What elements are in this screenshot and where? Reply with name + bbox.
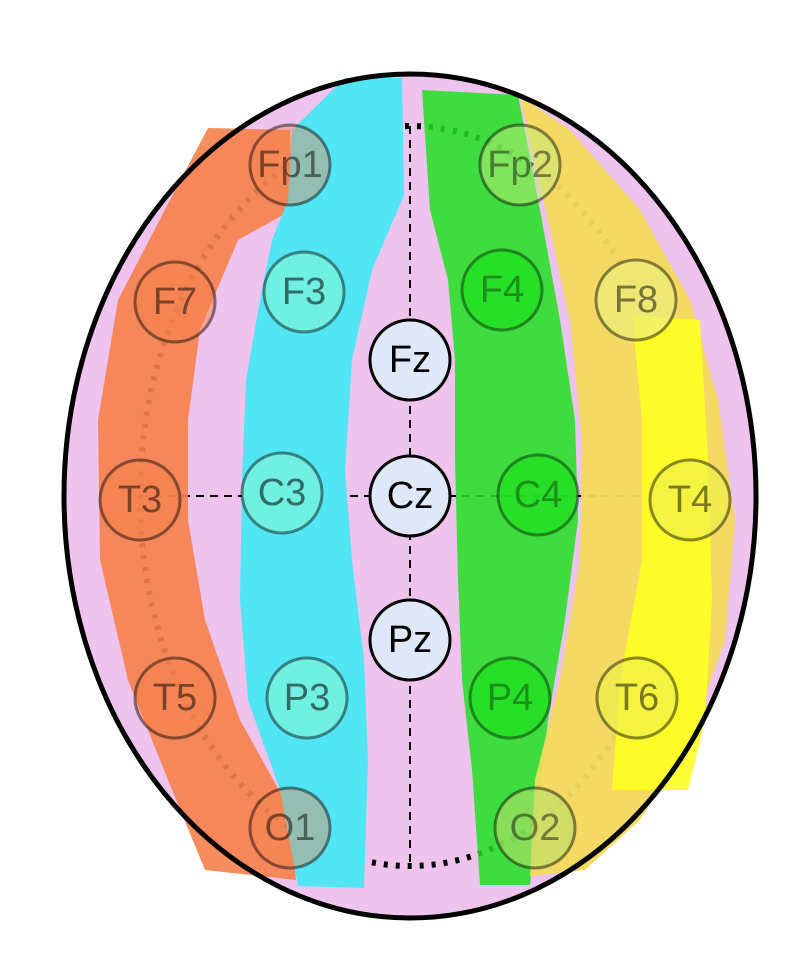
svg-text:Cz: Cz	[387, 475, 433, 517]
svg-text:F3: F3	[282, 271, 326, 313]
svg-text:Fz: Fz	[389, 339, 431, 381]
svg-text:C4: C4	[514, 474, 563, 516]
svg-text:O2: O2	[510, 807, 561, 849]
svg-text:P3: P3	[284, 677, 330, 719]
svg-text:C3: C3	[258, 472, 307, 514]
electrode-fp2: Fp2	[478, 123, 562, 207]
svg-text:F8: F8	[614, 279, 658, 321]
electrode-f8: F8	[594, 258, 678, 342]
svg-text:T6: T6	[615, 677, 659, 719]
electrode-pz: Pz	[368, 598, 452, 682]
electrode-p4: P4	[468, 656, 552, 740]
electrode-f7: F7	[133, 260, 217, 344]
head-outline	[61, 71, 759, 921]
electrode-p3: P3	[265, 656, 349, 740]
electrode-fp1: Fp1	[248, 123, 332, 207]
svg-text:T3: T3	[118, 479, 162, 521]
electrode-t6: T6	[595, 656, 679, 740]
svg-text:F7: F7	[153, 281, 197, 323]
svg-text:Pz: Pz	[388, 619, 432, 661]
electrode-f3: F3	[262, 250, 346, 334]
svg-text:T5: T5	[153, 677, 197, 719]
electrode-t5: T5	[133, 656, 217, 740]
electrode-t4: T4	[648, 458, 732, 542]
svg-text:Fp1: Fp1	[257, 144, 322, 186]
svg-text:F4: F4	[480, 269, 524, 311]
svg-text:P4: P4	[487, 677, 533, 719]
svg-text:Fp2: Fp2	[487, 144, 552, 186]
electrode-o2: O2	[493, 786, 577, 870]
electrodes: Fp1 Fp2 F7 F3 Fz F4 F8 T3	[98, 123, 732, 870]
electrode-o1: O1	[248, 786, 332, 870]
svg-text:T4: T4	[668, 479, 712, 521]
electrode-c3: C3	[240, 451, 324, 535]
electrode-f4: F4	[460, 248, 544, 332]
electrode-t3: T3	[98, 458, 182, 542]
electrode-cz: Cz	[368, 454, 452, 538]
electrode-fz: Fz	[368, 318, 452, 402]
svg-text:O1: O1	[265, 807, 316, 849]
electrode-c4: C4	[496, 453, 580, 537]
